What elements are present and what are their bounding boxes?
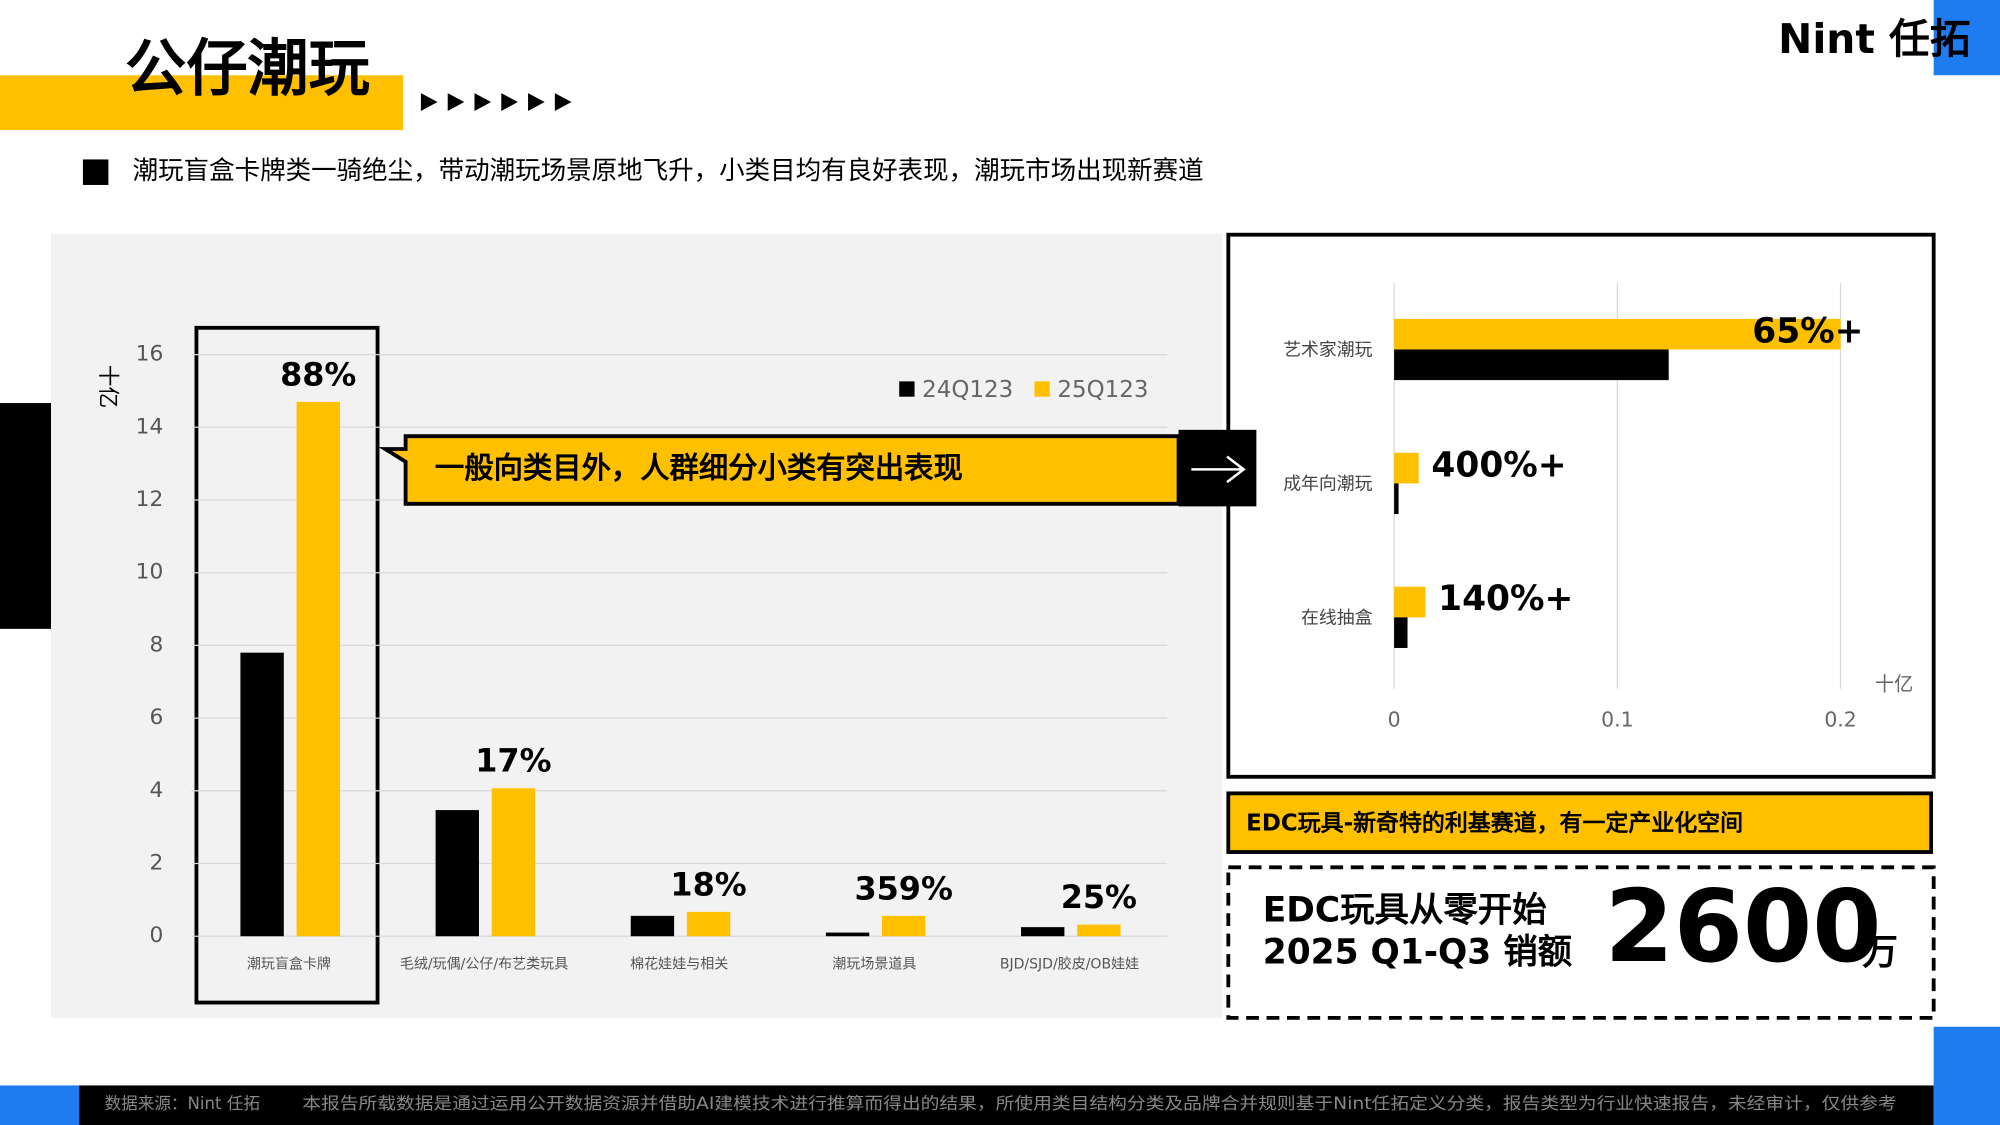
x-tick-label: 毛绒/玩偶/公仔/布艺类玩具: [400, 956, 568, 972]
legend-label: 24Q123: [922, 377, 1013, 403]
y-tick-label: 6: [149, 705, 163, 730]
summary: 潮玩盲盒卡牌类一骑绝尘，带动潮玩场景原地飞升，小类目均有良好表现，潮玩市场出现新…: [133, 156, 1204, 186]
edc-line2: 2025 Q1-Q3 销额: [1263, 933, 1573, 973]
highlight-box: [194, 325, 380, 1005]
growth-label: 88%: [280, 355, 356, 393]
y-tick-label: 2: [149, 851, 163, 876]
y-tick-label: 在线抽盒: [1301, 608, 1373, 629]
growth-label: 359%: [854, 869, 952, 907]
callout-arrow: [1191, 455, 1246, 484]
chart-bg: [51, 233, 1222, 1018]
y-tick-label: 成年向潮玩: [1283, 474, 1372, 495]
x-tick-label: BJD/SJD/胶皮/OB娃娃: [1000, 955, 1139, 972]
arrows: [420, 93, 572, 111]
page-title: 公仔潮玩: [125, 33, 370, 104]
footer-source: 数据来源：Nint 任拓: [105, 1094, 260, 1113]
y-tick-label: 4: [149, 778, 163, 803]
bullet: [82, 159, 109, 185]
logo-block: [1933, 0, 2000, 76]
footer-disclaimer: 本报告所载数据是通过运用公开数据资源并借助AI建模技术进行推算而得出的结果，所使…: [302, 1094, 1896, 1113]
bar: [1394, 318, 1841, 350]
x-tick-label: 0: [1388, 708, 1401, 732]
bar: [825, 932, 870, 937]
x-axis-label: 十亿: [1875, 672, 1913, 695]
growth-label: 65%+: [1752, 311, 1863, 351]
bar: [1394, 452, 1419, 484]
x-tick-label: 潮玩盲盒卡牌: [247, 955, 331, 972]
y-tick-label: 16: [136, 342, 164, 367]
edc-value: 2600: [1605, 870, 1882, 985]
legend-swatch: [1034, 381, 1050, 397]
title-bar: [0, 75, 404, 131]
x-tick-label: 棉花娃娃与相关: [630, 955, 728, 972]
callout: 一般向类目外，人群细分小类有突出表现: [435, 451, 963, 485]
bar: [1394, 483, 1399, 515]
edc-banner-text: EDC玩具-新奇特的利基赛道，有一定产业化空间: [1246, 809, 1743, 836]
bar: [630, 915, 675, 937]
y-tick-label: 10: [136, 560, 164, 585]
x-tick-label: 潮玩场景道具: [832, 956, 916, 972]
y-tick-label: 0: [149, 923, 163, 948]
y-tick-label: 艺术家潮玩: [1283, 340, 1372, 361]
side-chart: 0 0.1 0.2 十亿 艺术家潮玩 65%+ 成年向潮玩 400%+ 在线抽盒 140%+: [1283, 283, 1913, 732]
y-tick-label: 12: [136, 487, 164, 512]
footer-block: [1933, 1026, 2000, 1125]
growth-label: 18%: [670, 865, 746, 903]
side-bar: [0, 403, 52, 629]
growth-label: 25%: [1061, 878, 1137, 916]
bar: [1394, 349, 1669, 381]
legend-label: 25Q123: [1057, 377, 1148, 403]
edc-box: [1226, 865, 1936, 1020]
footer-block: [0, 1085, 80, 1125]
edc-line1: EDC玩具从零开始: [1263, 890, 1547, 930]
edc-unit: 万: [1862, 932, 1898, 973]
x-tick-label: 0.2: [1824, 708, 1856, 732]
bar: [1394, 617, 1408, 648]
footer-bar: [79, 1085, 1934, 1125]
y-tick-label: 8: [149, 632, 163, 657]
bar: [686, 911, 731, 937]
growth-label: 400%+: [1431, 445, 1566, 485]
y-tick-label: 14: [136, 414, 164, 439]
bar: [1021, 927, 1065, 937]
bar: [296, 401, 340, 937]
bar: [1077, 924, 1121, 937]
edc-banner: [1226, 791, 1934, 854]
x-tick-label: 0.1: [1601, 708, 1633, 732]
growth-label: 17%: [475, 742, 551, 780]
logo: Nint 任拓: [1778, 15, 1970, 63]
bar: [435, 810, 479, 937]
y-axis-label: 十亿: [95, 365, 120, 408]
bar: [1394, 586, 1426, 618]
legend-swatch: [899, 381, 915, 397]
growth-label: 140%+: [1438, 579, 1573, 619]
bar: [491, 788, 536, 937]
bar: [240, 652, 284, 937]
bar: [882, 915, 926, 937]
